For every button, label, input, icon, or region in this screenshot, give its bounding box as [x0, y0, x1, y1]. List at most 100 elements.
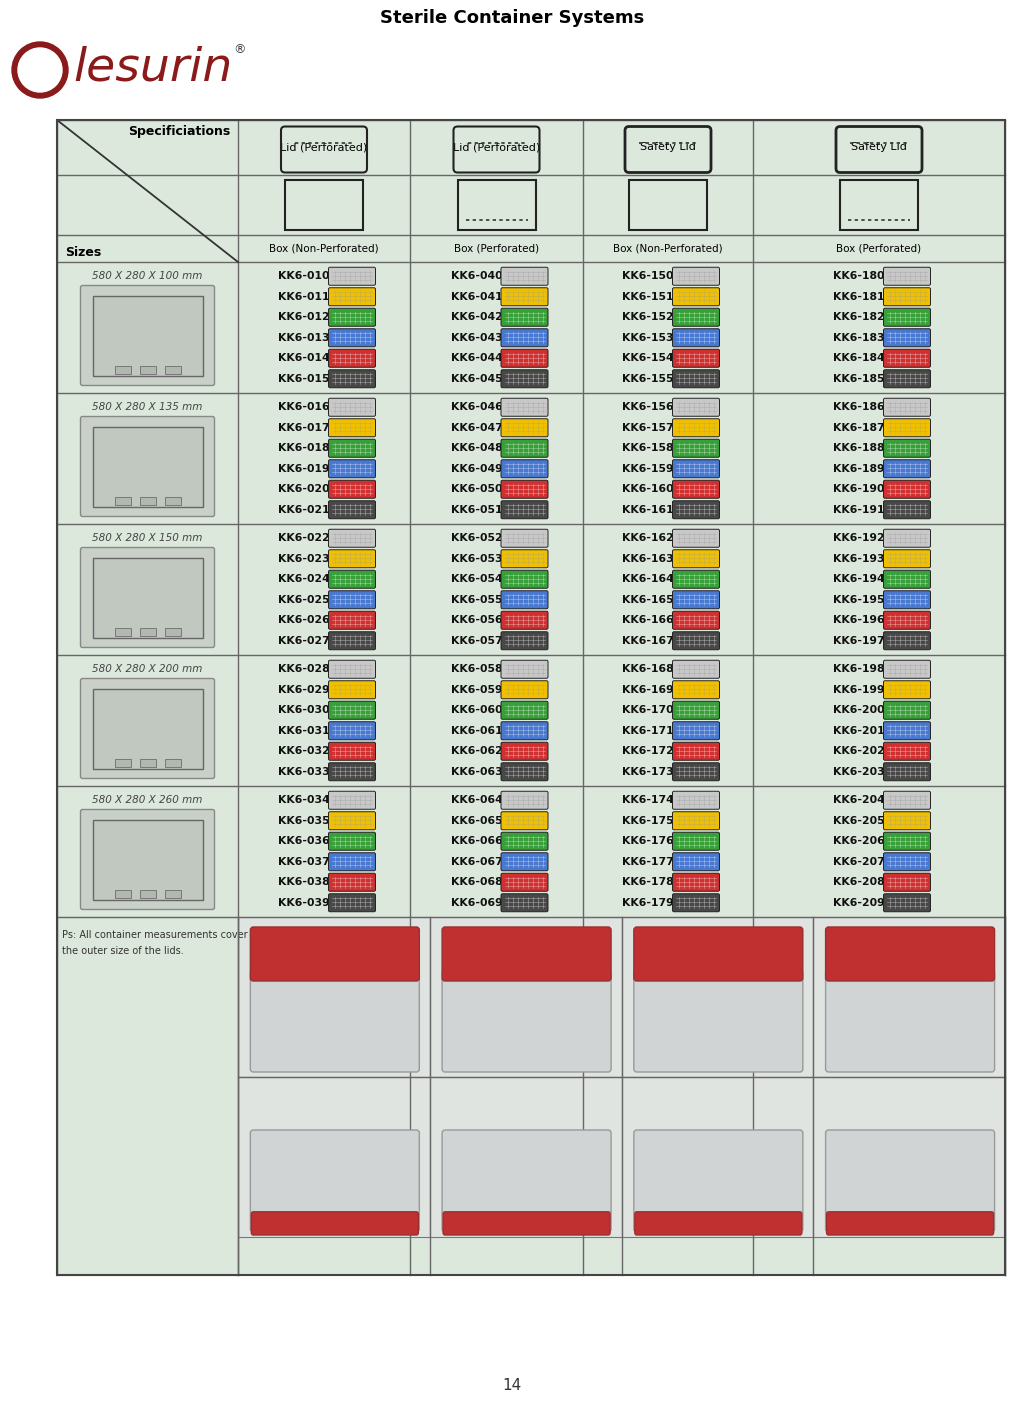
Text: Ps: All container measurements cover: Ps: All container measurements cover: [62, 931, 248, 940]
FancyBboxPatch shape: [81, 416, 214, 516]
Text: KK6-176: KK6-176: [623, 836, 674, 846]
Text: KK6-179: KK6-179: [623, 898, 674, 908]
FancyBboxPatch shape: [673, 701, 720, 719]
Text: KK6-067: KK6-067: [451, 857, 503, 867]
Text: KK6-046: KK6-046: [451, 402, 503, 412]
Bar: [139, 496, 156, 505]
Text: KK6-192: KK6-192: [834, 533, 885, 543]
FancyBboxPatch shape: [673, 722, 720, 740]
Text: KK6-184: KK6-184: [834, 354, 885, 364]
FancyBboxPatch shape: [825, 970, 994, 1072]
FancyBboxPatch shape: [673, 812, 720, 829]
Bar: [622, 1077, 813, 1237]
Text: KK6-022: KK6-022: [279, 533, 330, 543]
FancyBboxPatch shape: [329, 460, 376, 478]
FancyBboxPatch shape: [329, 812, 376, 829]
FancyBboxPatch shape: [673, 550, 720, 568]
FancyBboxPatch shape: [884, 791, 931, 809]
FancyBboxPatch shape: [673, 481, 720, 498]
Bar: [139, 627, 156, 636]
FancyBboxPatch shape: [501, 894, 548, 912]
Text: KK6-178: KK6-178: [623, 877, 674, 887]
FancyBboxPatch shape: [501, 501, 548, 519]
Bar: [840, 180, 918, 230]
Text: KK6-199: KK6-199: [834, 685, 885, 695]
Text: KK6-153: KK6-153: [623, 333, 674, 343]
Text: the outer size of the lids.: the outer size of the lids.: [62, 946, 183, 956]
FancyBboxPatch shape: [329, 350, 376, 367]
FancyBboxPatch shape: [501, 570, 548, 588]
FancyBboxPatch shape: [673, 791, 720, 809]
Bar: [139, 759, 156, 767]
FancyBboxPatch shape: [501, 369, 548, 388]
Text: KK6-048: KK6-048: [451, 443, 503, 453]
Text: KK6-060: KK6-060: [451, 705, 503, 715]
Text: KK6-194: KK6-194: [834, 574, 885, 584]
Text: KK6-209: KK6-209: [834, 898, 885, 908]
FancyBboxPatch shape: [673, 660, 720, 678]
FancyBboxPatch shape: [501, 268, 548, 285]
Text: KK6-187: KK6-187: [834, 423, 885, 433]
FancyBboxPatch shape: [443, 1211, 610, 1235]
Text: KK6-039: KK6-039: [279, 898, 330, 908]
Bar: [622, 916, 813, 1077]
FancyBboxPatch shape: [884, 701, 931, 719]
FancyBboxPatch shape: [501, 832, 548, 850]
Text: KK6-025: KK6-025: [279, 595, 330, 605]
Text: KK6-051: KK6-051: [451, 505, 502, 515]
FancyBboxPatch shape: [501, 419, 548, 437]
Text: lesurin: lesurin: [73, 45, 232, 90]
Bar: [139, 365, 156, 374]
Text: KK6-032: KK6-032: [279, 746, 330, 756]
Text: KK6-064: KK6-064: [451, 795, 503, 805]
Text: KK6-059: KK6-059: [451, 685, 502, 695]
Text: KK6-011: KK6-011: [279, 292, 330, 302]
Text: KK6-174: KK6-174: [623, 795, 674, 805]
Text: KK6-047: KK6-047: [451, 423, 503, 433]
Text: 14: 14: [503, 1378, 521, 1393]
Text: KK6-016: KK6-016: [279, 402, 330, 412]
FancyBboxPatch shape: [501, 460, 548, 478]
FancyBboxPatch shape: [329, 329, 376, 347]
FancyBboxPatch shape: [673, 529, 720, 547]
FancyBboxPatch shape: [884, 398, 931, 416]
Bar: [165, 759, 180, 767]
Bar: [285, 180, 362, 230]
Text: KK6-172: KK6-172: [623, 746, 674, 756]
Text: 580 X 280 X 260 mm: 580 X 280 X 260 mm: [92, 795, 203, 805]
Text: KK6-066: KK6-066: [451, 836, 503, 846]
FancyBboxPatch shape: [501, 309, 548, 326]
FancyBboxPatch shape: [329, 529, 376, 547]
FancyBboxPatch shape: [501, 440, 548, 457]
FancyBboxPatch shape: [501, 763, 548, 781]
Bar: [165, 496, 180, 505]
FancyBboxPatch shape: [81, 285, 214, 385]
Text: KK6-189: KK6-189: [834, 464, 885, 474]
Text: KK6-186: KK6-186: [834, 402, 885, 412]
Text: KK6-169: KK6-169: [623, 685, 674, 695]
FancyBboxPatch shape: [673, 419, 720, 437]
FancyBboxPatch shape: [884, 268, 931, 285]
FancyBboxPatch shape: [501, 873, 548, 891]
Text: KK6-154: KK6-154: [623, 354, 674, 364]
FancyBboxPatch shape: [329, 612, 376, 629]
FancyBboxPatch shape: [673, 570, 720, 588]
Text: KK6-065: KK6-065: [451, 816, 503, 826]
FancyBboxPatch shape: [673, 268, 720, 285]
Text: KK6-028: KK6-028: [279, 664, 330, 674]
Text: 580 X 280 X 150 mm: 580 X 280 X 150 mm: [92, 533, 203, 543]
Text: KK6-018: KK6-018: [279, 443, 330, 453]
Bar: [92, 688, 203, 768]
FancyBboxPatch shape: [884, 681, 931, 699]
Text: KK6-188: KK6-188: [834, 443, 885, 453]
Text: ®: ®: [233, 44, 246, 56]
Text: KK6-195: KK6-195: [834, 595, 885, 605]
FancyBboxPatch shape: [329, 369, 376, 388]
FancyBboxPatch shape: [634, 926, 803, 981]
Text: KK6-202: KK6-202: [834, 746, 885, 756]
Text: KK6-061: KK6-061: [451, 726, 503, 736]
Bar: [430, 916, 622, 1077]
Text: KK6-056: KK6-056: [451, 615, 503, 625]
FancyBboxPatch shape: [884, 419, 931, 437]
Text: KK6-185: KK6-185: [834, 374, 885, 384]
